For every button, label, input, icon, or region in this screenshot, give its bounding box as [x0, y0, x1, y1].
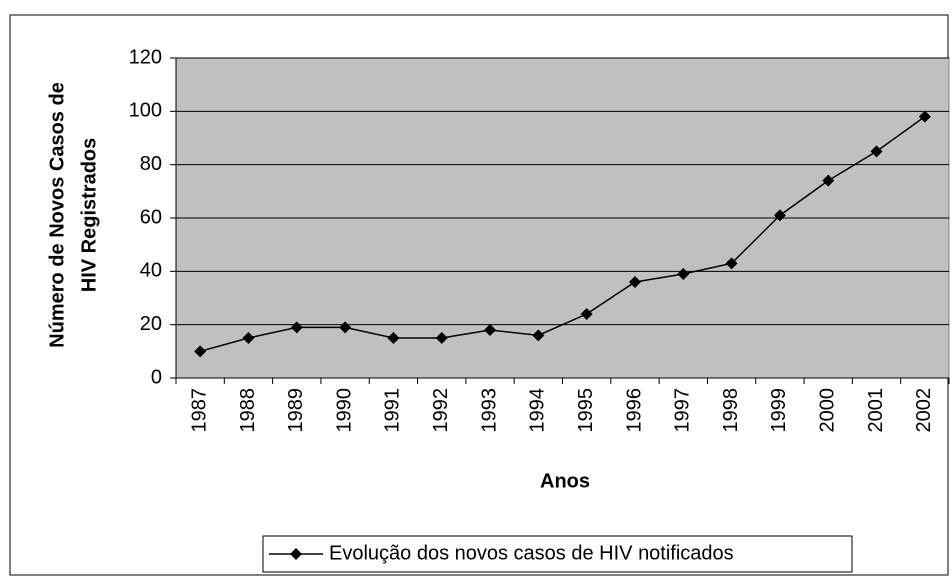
y-tick-label: 20 [140, 313, 162, 335]
y-axis-label: HIV Registrados [78, 138, 100, 292]
data-point [677, 268, 690, 280]
data-point [773, 209, 786, 222]
data-point [290, 321, 303, 334]
y-tick-label: 100 [129, 100, 162, 122]
x-tick-label: 2002 [913, 388, 935, 433]
x-tick-label: 1993 [478, 388, 500, 433]
x-tick-label: 1998 [720, 388, 742, 433]
x-tick-label: 1999 [768, 388, 790, 433]
y-axis-label: Número de Novos Casos de [46, 82, 68, 348]
y-tick-label: 80 [140, 153, 162, 175]
x-tick-label: 1994 [527, 388, 549, 433]
data-point [628, 276, 641, 288]
data-point [484, 324, 497, 336]
data-point [918, 110, 931, 123]
y-tick-label: 40 [140, 260, 162, 282]
x-tick-label: 1996 [623, 388, 645, 433]
x-tick-label: 1990 [333, 388, 355, 433]
legend-label: Evolução dos novos casos de HIV notifica… [329, 542, 734, 564]
data-point [532, 329, 545, 342]
x-axis-label: Anos [540, 470, 590, 492]
y-tick-label: 60 [140, 206, 162, 228]
data-point [194, 345, 207, 358]
data-point [435, 332, 448, 344]
x-tick-label: 1991 [382, 388, 404, 433]
x-tick-label: 1987 [188, 388, 210, 433]
legend-marker [290, 548, 302, 560]
data-point [870, 145, 883, 158]
y-tick-label: 0 [151, 366, 162, 388]
data-point [242, 332, 255, 344]
legend [262, 535, 853, 573]
data-point [580, 308, 593, 320]
x-tick-label: 1995 [575, 388, 597, 433]
data-point [339, 321, 352, 334]
x-tick-label: 1992 [430, 388, 452, 433]
y-tick-label: 120 [129, 46, 162, 68]
x-tick-label: 1989 [285, 388, 307, 433]
x-tick-label: 2000 [817, 388, 839, 433]
x-tick-label: 2001 [865, 388, 887, 433]
x-tick-label: 1988 [237, 388, 259, 433]
data-point [822, 174, 835, 187]
data-point [725, 257, 738, 270]
x-tick-label: 1997 [672, 388, 694, 433]
series-line [199, 116, 926, 353]
data-point [387, 332, 400, 344]
